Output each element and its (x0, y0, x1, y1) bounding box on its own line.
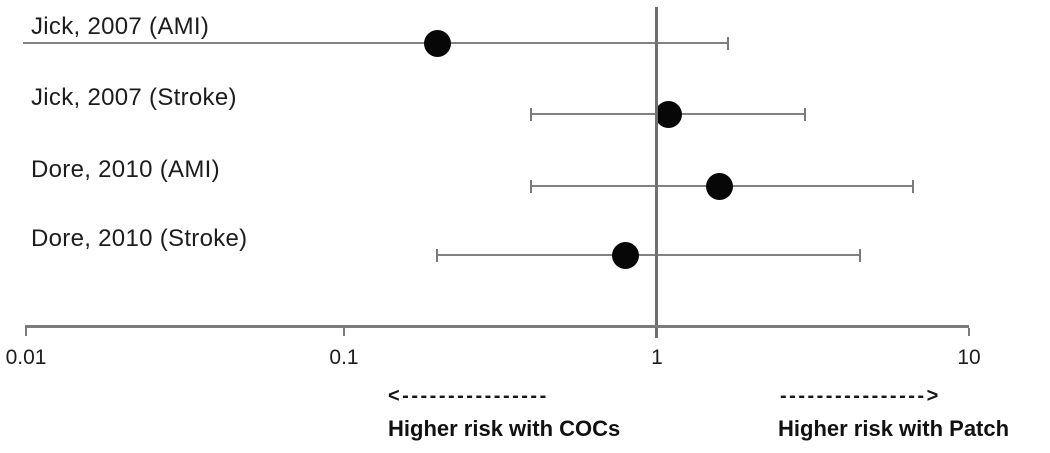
axis-tick-label: 1 (651, 346, 663, 369)
study-label: Jick, 2007 (AMI) (31, 13, 210, 40)
left-direction-label: Higher risk with COCs (388, 416, 621, 441)
ci-cap-lower (436, 248, 439, 262)
ci-cap-lower (530, 179, 533, 193)
estimate-marker (423, 29, 451, 57)
x-axis-line (25, 325, 969, 328)
ci-cap-upper (727, 36, 730, 50)
estimate-marker (706, 172, 734, 200)
axis-tick-label: 0.01 (5, 346, 47, 369)
study-label: Dore, 2010 (Stroke) (31, 225, 248, 252)
estimate-marker (612, 241, 640, 269)
axis-tick (968, 328, 970, 336)
reference-line (655, 7, 658, 338)
ci-cap-upper (804, 107, 807, 121)
axis-tick-label: 10 (957, 346, 981, 369)
right-direction-label: Higher risk with Patch (778, 416, 1010, 441)
axis-tick-label: 0.1 (329, 346, 359, 369)
ci-cap-lower (530, 107, 533, 121)
axis-tick (25, 328, 27, 336)
ci-line (23, 42, 729, 44)
left-direction-arrow-icon: <---------------- (388, 385, 549, 407)
study-label: Jick, 2007 (Stroke) (31, 84, 237, 111)
ci-cap-upper (911, 179, 914, 193)
axis-tick (343, 328, 345, 336)
estimate-marker (655, 100, 683, 128)
study-label: Dore, 2010 (AMI) (31, 156, 220, 183)
right-direction-arrow-icon: ----------------> (780, 385, 941, 407)
ci-line (437, 254, 861, 256)
ci-cap-upper (859, 248, 862, 262)
